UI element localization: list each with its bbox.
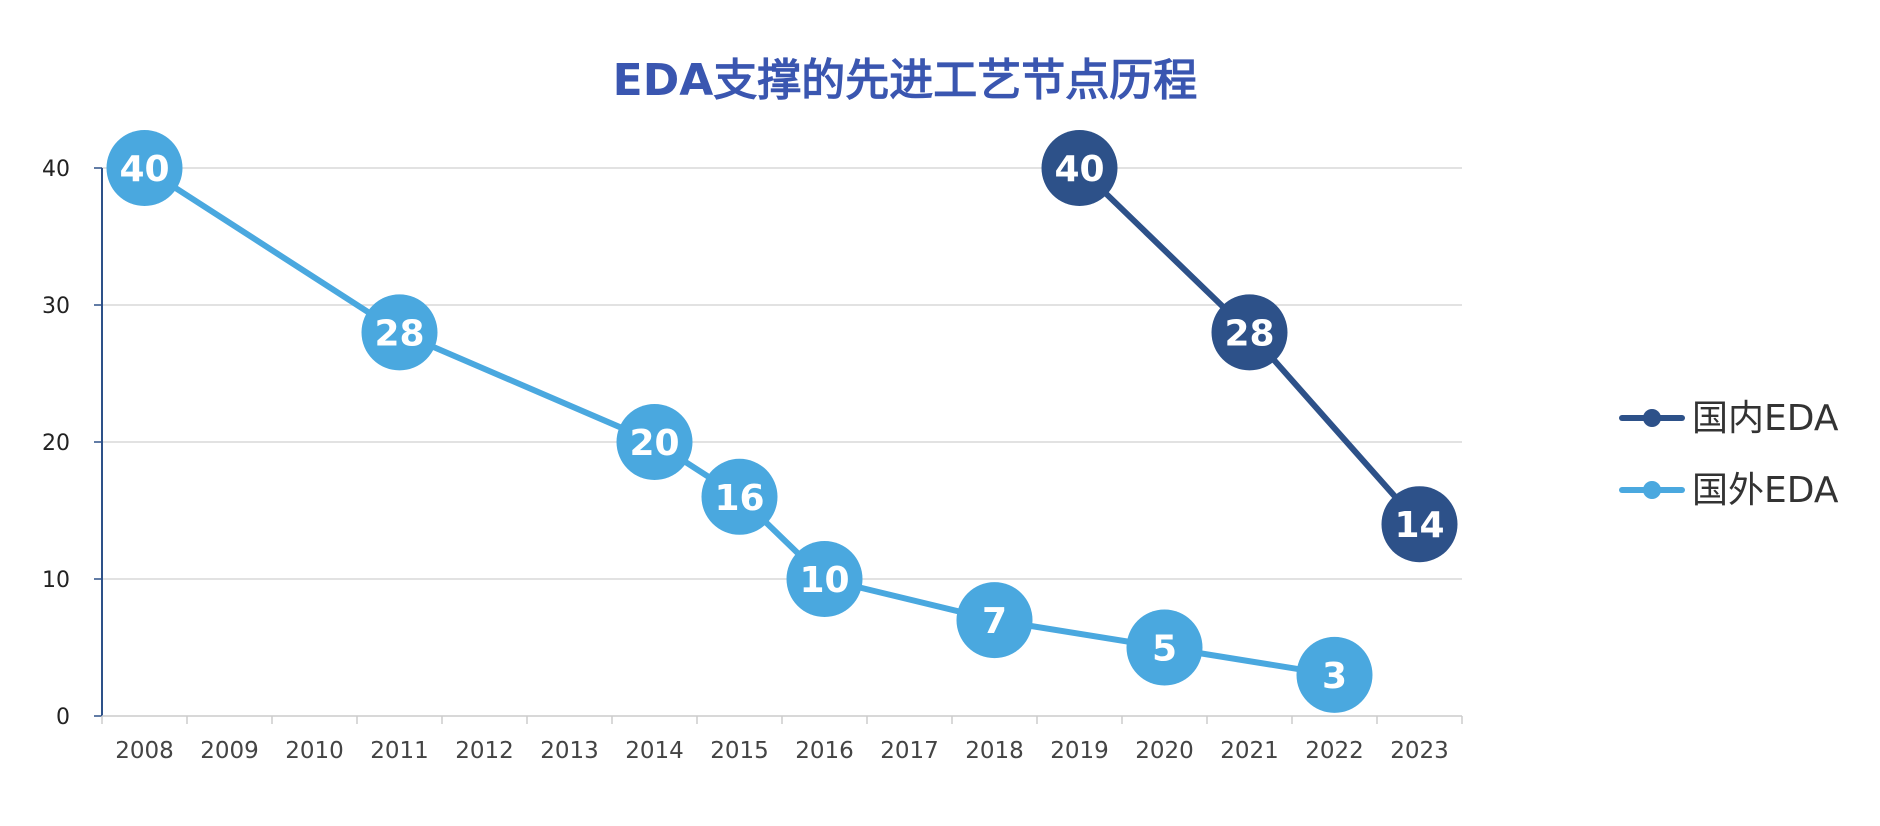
legend-swatch-marker — [1643, 409, 1661, 427]
data-point — [1041, 130, 1118, 206]
data-label: 7 — [982, 601, 1007, 642]
data-label: 20 — [629, 423, 679, 464]
x-tick-label: 2016 — [795, 738, 854, 764]
x-tick-label: 2020 — [1135, 738, 1194, 764]
legend-label: 国外EDA — [1692, 470, 1839, 511]
x-tick-label: 2017 — [880, 738, 939, 764]
x-tick-label: 2010 — [285, 738, 344, 764]
x-tick-label: 2019 — [1050, 738, 1109, 764]
x-tick-label: 2009 — [200, 738, 259, 764]
data-label: 10 — [799, 560, 849, 601]
data-point — [616, 404, 693, 480]
x-tick-label: 2013 — [540, 738, 599, 764]
y-tick-label: 20 — [42, 431, 70, 456]
data-point — [1126, 609, 1203, 686]
y-tick-label: 40 — [42, 157, 70, 182]
data-point — [1381, 486, 1458, 563]
data-label: 40 — [1054, 149, 1104, 190]
data-point — [786, 541, 863, 617]
data-point — [956, 582, 1033, 659]
data-point — [106, 130, 183, 206]
x-tick-label: 2011 — [370, 738, 429, 764]
x-tick-label: 2018 — [965, 738, 1024, 764]
legend-swatch-marker — [1643, 481, 1661, 499]
data-label: 14 — [1394, 505, 1444, 546]
data-point — [1296, 636, 1373, 713]
y-tick-label: 10 — [42, 568, 70, 593]
x-tick-label: 2023 — [1390, 738, 1449, 764]
y-tick-label: 30 — [42, 294, 70, 319]
x-tick-label: 2015 — [710, 738, 769, 764]
data-point — [361, 294, 438, 371]
x-tick-label: 2008 — [115, 738, 174, 764]
data-label: 28 — [1224, 313, 1274, 354]
y-tick-label: 0 — [56, 705, 70, 730]
x-tick-label: 2012 — [455, 738, 514, 764]
data-label: 5 — [1152, 629, 1177, 670]
data-label: 40 — [119, 149, 169, 190]
x-tick-label: 2022 — [1305, 738, 1364, 764]
data-point — [1211, 294, 1288, 371]
x-tick-label: 2021 — [1220, 738, 1279, 764]
data-label: 28 — [374, 313, 424, 354]
data-label: 16 — [714, 478, 764, 519]
data-point — [701, 458, 778, 535]
data-label: 3 — [1322, 656, 1347, 697]
legend-label: 国内EDA — [1692, 398, 1839, 439]
x-tick-label: 2014 — [625, 738, 684, 764]
chart-title: EDA支撑的先进工艺节点历程 — [612, 55, 1198, 106]
